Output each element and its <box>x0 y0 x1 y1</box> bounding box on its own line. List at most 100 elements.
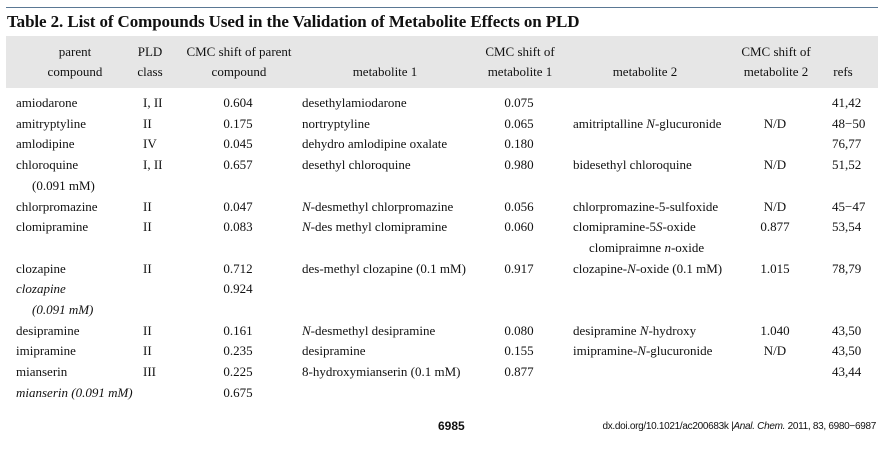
cell-met2: imipramine-N-glucuronide <box>573 340 712 361</box>
cell-text: -oxide <box>662 219 696 235</box>
table-row: clozapine II 0.712 des-methyl clozapine (0.… <box>0 258 884 279</box>
cell-cmc-met2: N/D <box>763 115 787 131</box>
table-row: clozapine 0.924 <box>0 278 884 299</box>
cell-text: clomipramine <box>16 219 89 235</box>
cell-cmc-met1: 0.075 <box>504 95 534 110</box>
cell-text: -hydroxy <box>648 322 697 338</box>
table-row: (0.091 mM) <box>0 299 884 320</box>
cell-text: -desmethyl desipramine <box>310 322 436 338</box>
cell-met2: amitriptalline N-glucuronide <box>573 113 721 134</box>
cell-text: desipramine <box>16 322 80 338</box>
cell-refs: 53,54 <box>832 219 862 235</box>
cell-text: -glucuronide <box>654 115 722 131</box>
header-met1: metabolite 1 <box>352 64 418 79</box>
cell-cmc-met2: 0.877 <box>760 219 790 235</box>
cell-text: N <box>302 219 311 235</box>
cell-cmc-met1: 0.917 <box>504 260 534 276</box>
cell-text: clozapine <box>16 260 66 276</box>
cell-text: -des methyl clomipramine <box>310 219 448 235</box>
cell-text: clozapine- <box>573 260 628 276</box>
table-title: Table 2. List of Compounds Used in the V… <box>7 12 580 31</box>
cell-text: clomipramine-5 <box>573 219 657 235</box>
cell-cmc-met1: 0.060 <box>504 219 534 235</box>
cell-refs: 43,50 <box>832 343 862 359</box>
cell-text: desipramine <box>302 343 366 359</box>
cell-parent: chlorpromazine <box>16 196 98 217</box>
cell-cmc-parent: 0.045 <box>223 136 253 152</box>
cell-met1: N-des methyl clomipramine <box>302 216 447 237</box>
cell-class: I, II <box>143 95 163 110</box>
cell-cmc-parent: 0.161 <box>223 322 253 338</box>
table-row: mianserin III 0.225 8-hydroxymianserin (0.1… <box>0 361 884 382</box>
cell-met2: clomipraimne n-oxide <box>573 237 704 258</box>
cell-text: N <box>627 260 636 276</box>
cell-cmc-met2: N/D <box>763 198 787 214</box>
cell-parent: chloroquine <box>16 154 78 175</box>
cell-text: (0.091 mM) <box>32 302 94 317</box>
cell-cmc-met1: 0.080 <box>504 322 534 338</box>
cell-refs: 48−50 <box>832 115 866 131</box>
cell-text: amitriptalline <box>573 115 647 131</box>
cell-met2: bidesethyl chloroquine <box>573 154 692 175</box>
cell-text: chlorpromazine <box>16 198 98 214</box>
cell-cmc-parent: 0.924 <box>223 281 253 297</box>
cell-refs: 78,79 <box>832 260 862 276</box>
cell-met2: clomipramine-5S-oxide <box>573 216 696 237</box>
cell-refs: 41,42 <box>832 95 862 110</box>
table-row: mianserin (0.091 mM) 0.675 <box>0 382 884 403</box>
cell-text: imipramine- <box>573 343 638 359</box>
cell-parent: clozapine <box>16 258 66 279</box>
header-met2: metabolite 2 <box>612 64 678 79</box>
cell-text: amitryptyline <box>16 115 87 131</box>
cell-met1: nortryptyline <box>302 113 370 134</box>
table-row: (0.091 mM) <box>0 175 884 196</box>
cell-text: desethyl chloroquine <box>302 157 411 173</box>
cell-text: (0.091 mM) <box>32 177 95 193</box>
doi-link[interactable]: dx.doi.org/10.1021/ac200683k <box>602 421 729 432</box>
cell-text: desethylamiodarone <box>302 95 407 110</box>
cell-class: II <box>143 260 152 276</box>
cell-parent: clomipramine <box>16 216 88 237</box>
cell-cmc-met1: 0.877 <box>504 364 534 380</box>
table-row: clomipramine II 0.083 N-des methyl clomipra… <box>0 216 884 237</box>
cell-met1: desethyl chloroquine <box>302 154 411 175</box>
cell-cmc-parent: 0.047 <box>223 198 253 214</box>
cell-parent: amlodipine <box>16 133 75 154</box>
table-row: chloroquine I, II 0.657 desethyl chloroquin… <box>0 154 884 175</box>
cell-class: II <box>143 343 152 359</box>
cell-parent: imipramine <box>16 340 76 361</box>
cell-class: IV <box>143 136 157 152</box>
cell-class: II <box>143 115 152 131</box>
header-parent: parent <box>58 44 92 59</box>
cell-text: chlorpromazine-5-sulfoxide <box>573 198 719 214</box>
cell-refs: 51,52 <box>832 157 862 173</box>
cell-parent: mianserin (0.091 mM) <box>16 382 133 403</box>
cell-cmc-met1: 0.180 <box>504 136 534 152</box>
cell-class: I, II <box>143 157 163 173</box>
cell-met1: desipramine <box>302 340 366 361</box>
header-cmc-parent: CMC shift of parent <box>186 44 292 59</box>
table-header: parent compound PLD class CMC shift of paren… <box>6 36 878 88</box>
cell-text: S <box>656 219 663 235</box>
cell-text: N <box>646 115 655 131</box>
table-row: amiodarone I, II 0.604 desethylamiodarone 0.… <box>0 92 884 113</box>
cell-text: mianserin (0.091 mM) <box>16 384 133 400</box>
cell-cmc-parent: 0.225 <box>223 364 253 380</box>
cell-cmc-parent: 0.175 <box>223 115 253 131</box>
cell-text: bidesethyl chloroquine <box>573 157 692 173</box>
cell-refs: 76,77 <box>832 136 862 152</box>
cell-met1: des-methyl clozapine (0.1 mM) <box>302 258 466 279</box>
cell-class: III <box>143 364 156 380</box>
cell-text: N <box>302 322 311 338</box>
cell-met2: desipramine N-hydroxy <box>573 320 696 341</box>
cell-parent: (0.091 mM) <box>16 175 95 196</box>
citation-details: 2011, 83, 6980−6987 <box>785 421 877 432</box>
header-cmc-met1: CMC shift of <box>485 44 555 59</box>
table-row: amlodipine IV 0.045 dehydro amlodipine oxal… <box>0 133 884 154</box>
cell-cmc-met2: N/D <box>763 343 787 359</box>
table-row: desipramine II 0.161 N-desmethyl desipramin… <box>0 320 884 341</box>
cell-text: amlodipine <box>16 136 75 152</box>
cell-met1: N-desmethyl chlorpromazine <box>302 196 453 217</box>
header-cmc-met2: metabolite 2 <box>743 64 809 79</box>
cell-parent: (0.091 mM) <box>16 299 93 320</box>
